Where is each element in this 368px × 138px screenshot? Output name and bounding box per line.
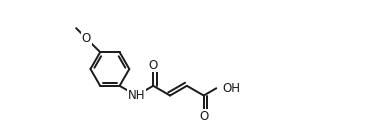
Text: O: O [199, 110, 208, 123]
Text: O: O [82, 32, 91, 45]
Text: OH: OH [222, 82, 240, 95]
Text: O: O [149, 59, 158, 72]
Text: NH: NH [128, 89, 145, 102]
